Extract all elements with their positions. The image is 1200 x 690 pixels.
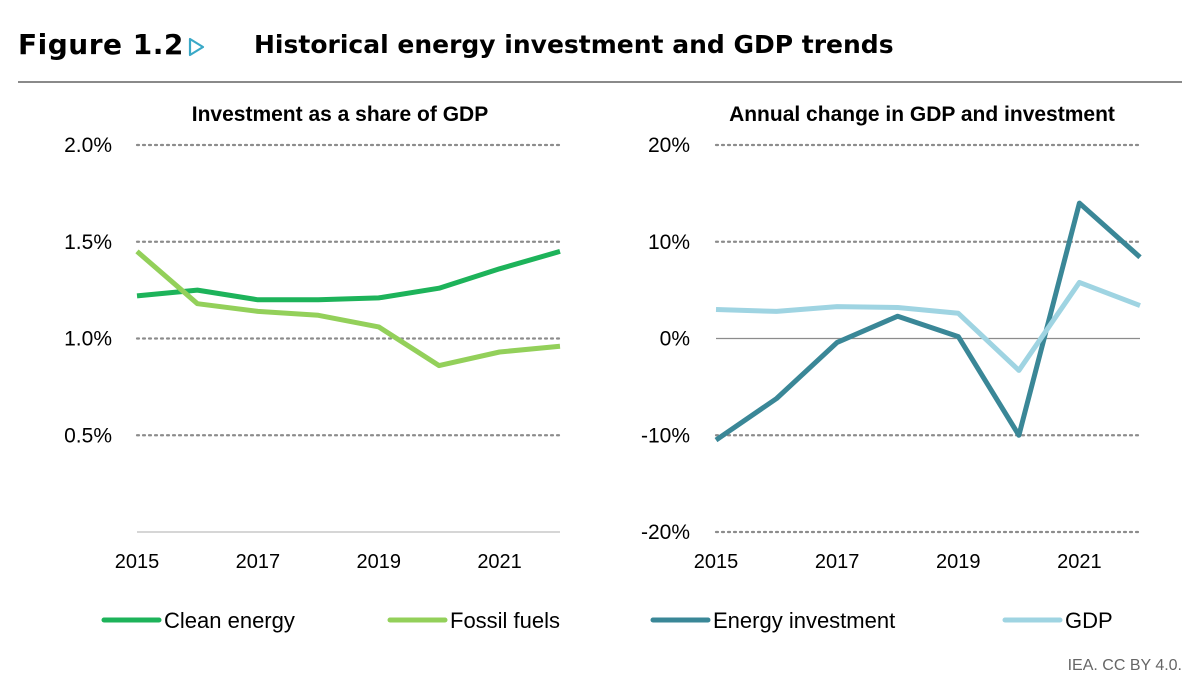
panel-title: Annual change in GDP and investment: [729, 103, 1115, 126]
figure-title: Historical energy investment and GDP tre…: [254, 30, 894, 59]
x-tick-label: 2019: [936, 551, 981, 573]
header-divider: [18, 81, 1182, 83]
x-tick-label: 2015: [115, 551, 160, 573]
legend-label-clean-energy: Clean energy: [164, 608, 295, 633]
x-tick-label: 2017: [815, 551, 860, 573]
legend-label-gdp: GDP: [1065, 608, 1113, 633]
y-tick-label: 20%: [648, 134, 690, 157]
panel-title: Investment as a share of GDP: [192, 103, 488, 126]
series-line-gdp: [715, 279, 1141, 373]
x-tick-label: 2021: [477, 551, 522, 573]
series-line-energy-investment: [714, 200, 1142, 443]
y-tick-label: 1.0%: [64, 328, 112, 351]
legend-label-energy-investment: Energy investment: [713, 608, 895, 633]
x-tick-label: 2021: [1057, 551, 1102, 573]
x-tick-label: 2017: [236, 551, 281, 573]
y-tick-label: 0.5%: [64, 424, 112, 447]
y-tick-label: -10%: [641, 424, 690, 447]
figure-label: Figure 1.2: [18, 28, 184, 61]
y-tick-label: 0%: [660, 328, 690, 351]
legend-label-fossil-fuels: Fossil fuels: [450, 608, 560, 633]
y-tick-label: -20%: [641, 521, 690, 544]
series-line-clean-energy: [136, 248, 561, 303]
x-tick-label: 2015: [694, 551, 739, 573]
x-tick-label: 2019: [356, 551, 401, 573]
y-tick-label: 1.5%: [64, 231, 112, 254]
y-tick-label: 2.0%: [64, 134, 112, 157]
y-tick-label: 10%: [648, 231, 690, 254]
triangle-right-icon: [188, 37, 205, 57]
series-line-fossil-fuels: [135, 249, 561, 369]
credit-text: IEA. CC BY 4.0.: [1067, 657, 1182, 674]
